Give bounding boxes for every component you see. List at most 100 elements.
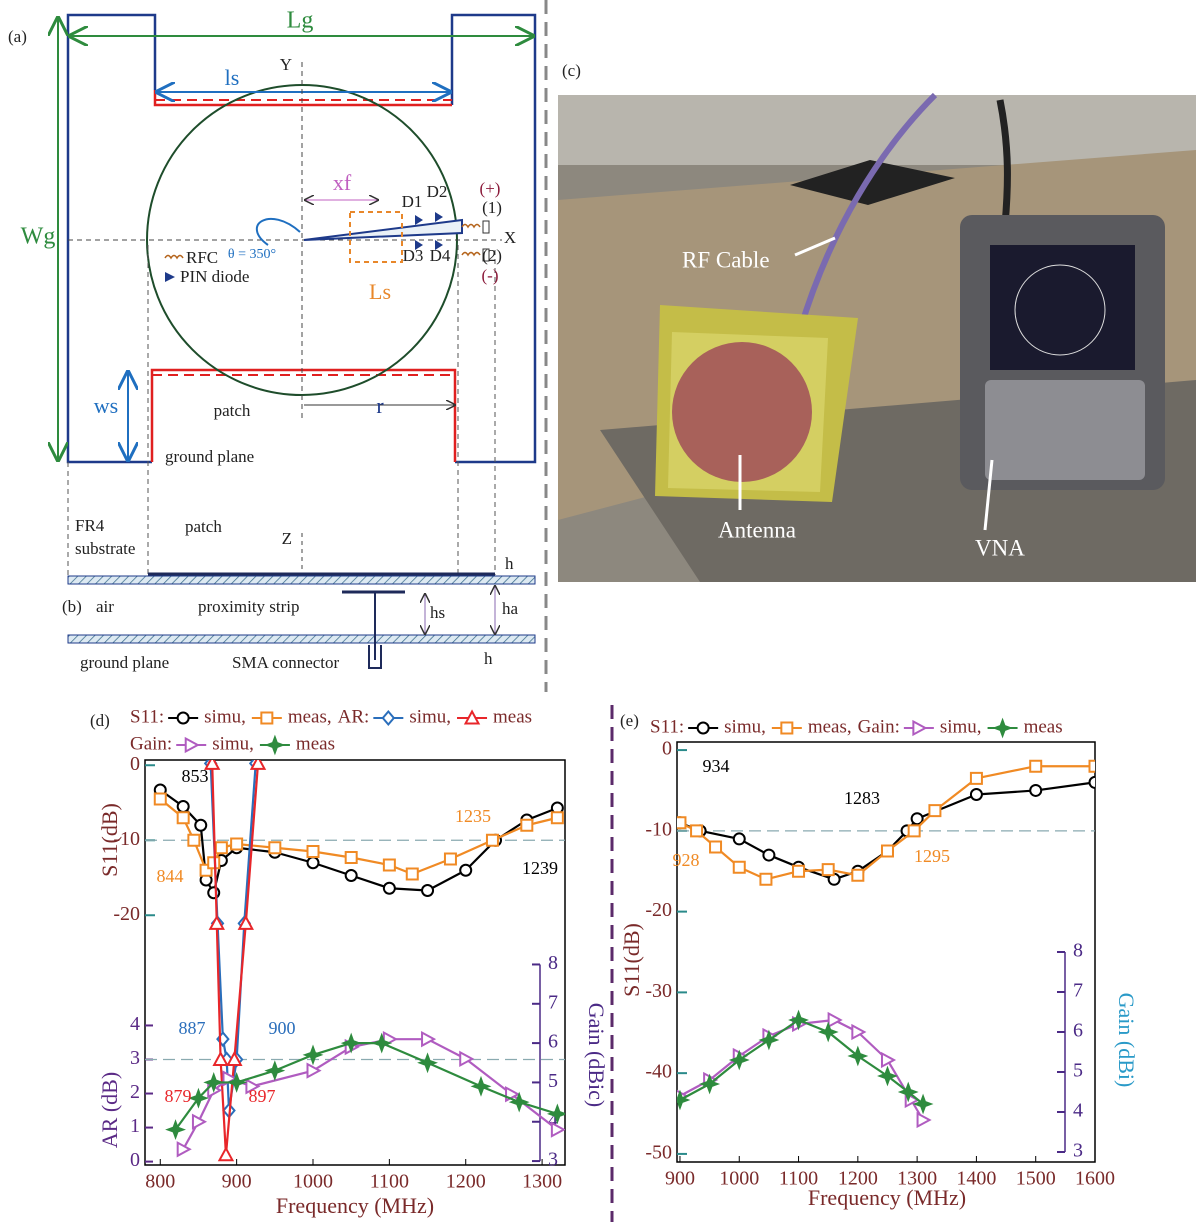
panel-label: (d) xyxy=(90,711,110,730)
annotation: 1235 xyxy=(455,806,491,826)
marker xyxy=(267,738,282,753)
marker xyxy=(995,721,1010,736)
legend-label: simu, xyxy=(204,706,246,727)
marker xyxy=(781,723,792,734)
part-label: FR4 xyxy=(75,516,105,535)
wall xyxy=(558,95,1196,165)
x-tick-label: 800 xyxy=(145,1171,175,1193)
marker xyxy=(445,854,456,865)
marker xyxy=(487,835,498,846)
y2-tick-label: 6 xyxy=(548,1031,558,1053)
marker xyxy=(383,712,394,725)
annotation: 887 xyxy=(179,1018,206,1038)
marker xyxy=(829,1014,841,1027)
marker xyxy=(308,1064,320,1077)
x-axis-title: Frequency (MHz) xyxy=(276,1193,434,1218)
marker xyxy=(971,773,982,784)
marker xyxy=(384,883,395,894)
y2-tick-label: 8 xyxy=(1073,940,1083,962)
marker xyxy=(521,820,532,831)
annotation: 900 xyxy=(269,1018,296,1038)
legend-label: simu, xyxy=(409,706,451,727)
marker xyxy=(308,857,319,868)
legend-label: meas xyxy=(493,706,532,727)
annotation: 853 xyxy=(182,766,209,786)
marker xyxy=(913,722,925,735)
marker xyxy=(308,846,319,857)
legend-label: simu, xyxy=(940,716,982,737)
x-tick-label: 1500 xyxy=(1016,1168,1056,1190)
page: {"diagram": {"panel_a": "(a)", "lg": "Lg… xyxy=(0,0,1196,1222)
y-axis-title: S11(dB) xyxy=(619,923,644,997)
dim-label: Lg xyxy=(287,8,314,34)
panel-label: (a) xyxy=(8,27,27,46)
dim-label: h xyxy=(505,554,514,573)
marker xyxy=(188,835,199,846)
dim-label: ls xyxy=(225,65,240,90)
keypad xyxy=(985,380,1145,480)
y3-tick-label: 2 xyxy=(130,1081,140,1103)
legend-label: meas xyxy=(1024,716,1063,737)
marker xyxy=(178,812,189,823)
annotation: 897 xyxy=(249,1086,276,1106)
dim-label: ws xyxy=(94,393,118,418)
sma-connector xyxy=(369,592,381,668)
part-label: patch xyxy=(185,517,222,536)
angle-arc xyxy=(257,219,300,245)
y2-tick-label: 3 xyxy=(548,1149,558,1171)
y2-tick-label: 6 xyxy=(1073,1020,1083,1042)
marker xyxy=(407,869,418,880)
x-tick-label: 1000 xyxy=(719,1168,759,1190)
marker xyxy=(460,865,471,876)
annotation: 934 xyxy=(703,756,730,776)
legend-label: meas xyxy=(296,733,335,754)
legend-label: simu, xyxy=(724,716,766,737)
port-label: (1) xyxy=(482,198,502,217)
y2-tick-label: 8 xyxy=(548,952,558,974)
x-tick-label: 1300 xyxy=(522,1171,562,1193)
marker xyxy=(929,805,940,816)
part-label: substrate xyxy=(75,539,135,558)
marker xyxy=(674,817,685,828)
y2-tick-label: 7 xyxy=(548,991,558,1013)
substrate xyxy=(68,635,535,643)
marker xyxy=(193,1115,205,1128)
legend-prefix: Gain: xyxy=(130,733,172,754)
annotation: 879 xyxy=(165,1086,192,1106)
legend-prefix: S11: xyxy=(650,716,684,737)
annotation: 928 xyxy=(673,850,700,870)
legend-prefix: Gain: xyxy=(858,716,900,737)
series-group xyxy=(672,761,1100,1127)
plot-frame xyxy=(677,742,1095,1162)
marker xyxy=(823,864,834,875)
marker xyxy=(852,870,863,881)
series-group xyxy=(155,757,565,1160)
marker xyxy=(267,1063,282,1078)
diode-label: D4 xyxy=(430,246,451,265)
substrate xyxy=(68,576,535,584)
marker xyxy=(219,1148,232,1160)
photo: (c) RF Cable Antenna VNA xyxy=(558,61,1196,582)
marker xyxy=(691,825,702,836)
marker xyxy=(384,860,395,871)
diode-label: D3 xyxy=(403,246,424,265)
dim-label: Wg xyxy=(21,224,56,250)
y2-axis-title: Gain (dBic) xyxy=(584,1003,609,1107)
diagram-a: (a) Lg Wg ls Y xf D1 D2 D3 D4 (+) (1) X … xyxy=(8,8,535,581)
x-tick-label: 1000 xyxy=(293,1171,333,1193)
part-label: SMA connector xyxy=(232,653,340,672)
dim-label: ha xyxy=(502,599,519,618)
annotation: 1283 xyxy=(844,788,880,808)
panel-label: (e) xyxy=(620,711,639,730)
legend-prefix: AR: xyxy=(338,706,370,727)
marker xyxy=(178,713,189,724)
photo-label: VNA xyxy=(975,535,1025,560)
antenna-patch xyxy=(672,342,812,482)
photo-label: Antenna xyxy=(718,517,796,542)
legend-text: RFC xyxy=(186,248,218,267)
marker xyxy=(178,801,189,812)
y-tick-label: -50 xyxy=(645,1142,672,1164)
y3-tick-label: 3 xyxy=(130,1047,140,1069)
marker xyxy=(208,887,219,898)
